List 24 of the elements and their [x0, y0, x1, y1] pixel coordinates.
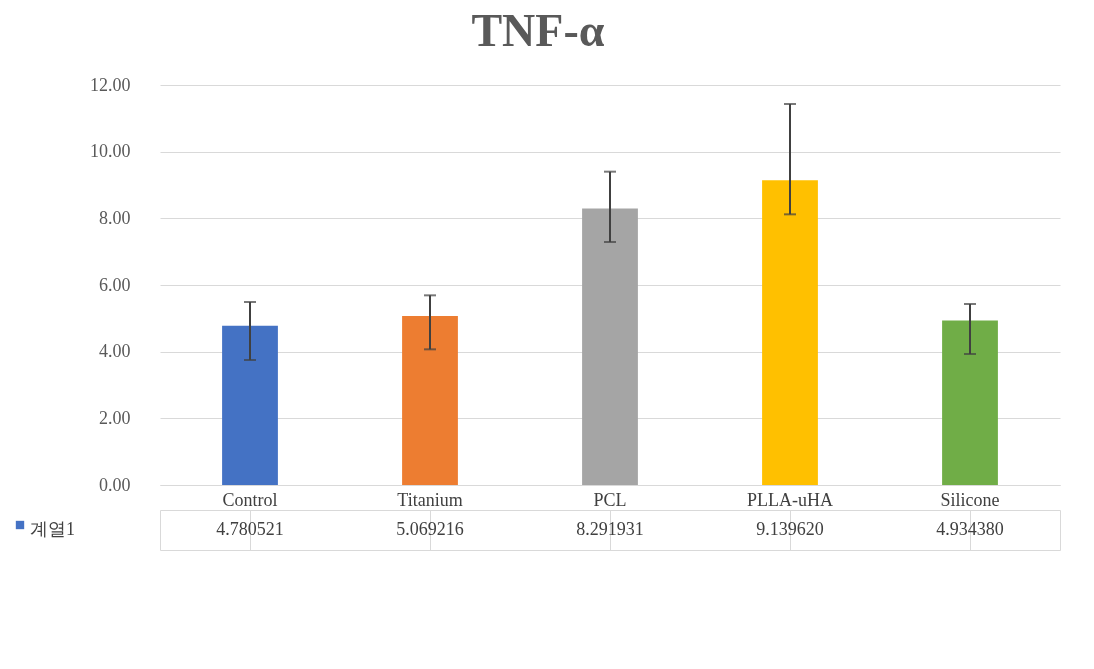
y-tick-label: 0.00 [99, 474, 131, 495]
x-tick-label: PCL [593, 489, 627, 510]
data-label: 5.069216 [396, 519, 464, 539]
y-tick-label: 10.00 [90, 141, 131, 162]
bar [402, 316, 458, 485]
bar [762, 180, 818, 485]
x-tick-label: Silicone [940, 489, 1000, 510]
y-tick-label: 8.00 [99, 207, 131, 228]
y-tick-label: 2.00 [99, 407, 131, 428]
data-label: 4.934380 [936, 519, 1004, 539]
chart-title: TNF-α [471, 5, 605, 56]
bar [942, 320, 998, 485]
legend-label: 계열1 [30, 519, 75, 539]
x-tick-label: Control [222, 489, 278, 510]
data-label: 4.780521 [216, 519, 284, 539]
y-tick-label: 6.00 [99, 274, 131, 295]
x-tick-label: PLLA-uHA [747, 489, 833, 510]
bar [582, 208, 638, 485]
x-tick-label: Titanium [397, 489, 463, 510]
y-tick-label: 12.00 [90, 74, 131, 95]
y-tick-label: 4.00 [99, 341, 131, 362]
data-label: 8.291931 [576, 519, 644, 539]
bar [222, 325, 278, 485]
data-label: 9.139620 [756, 519, 824, 539]
